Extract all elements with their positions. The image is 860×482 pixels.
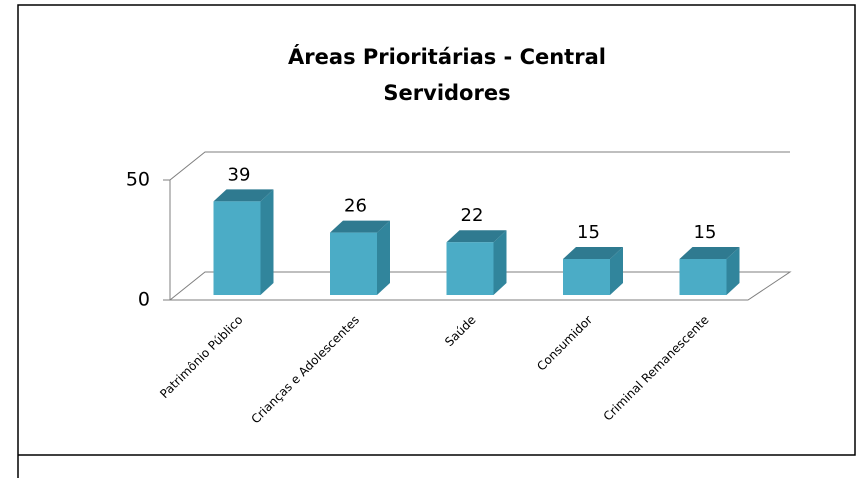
bar [563,259,610,295]
data-label: 15 [577,222,600,243]
frame [17,4,856,478]
data-label: 39 [228,164,251,185]
bar [330,232,377,295]
bar-side [377,220,390,295]
data-label: 22 [461,205,484,226]
y-tick-label: 50 [126,169,150,191]
bar-side [493,230,507,295]
bar-side [260,189,274,295]
chart-title: Áreas Prioritárias - Central [288,44,606,69]
bar-top [563,247,623,259]
bar [446,242,494,295]
chart-title: Servidores [383,81,510,105]
y-tick-label: 0 [138,289,150,311]
bar-top [679,247,740,259]
bar-side [610,247,623,295]
data-label: 26 [344,196,367,217]
bar-top [446,230,507,243]
bar-top [213,189,274,202]
bar [213,201,261,295]
data-label: 15 [694,222,717,243]
bar [679,259,727,295]
bar-side [726,247,740,295]
bar-top [330,220,390,233]
